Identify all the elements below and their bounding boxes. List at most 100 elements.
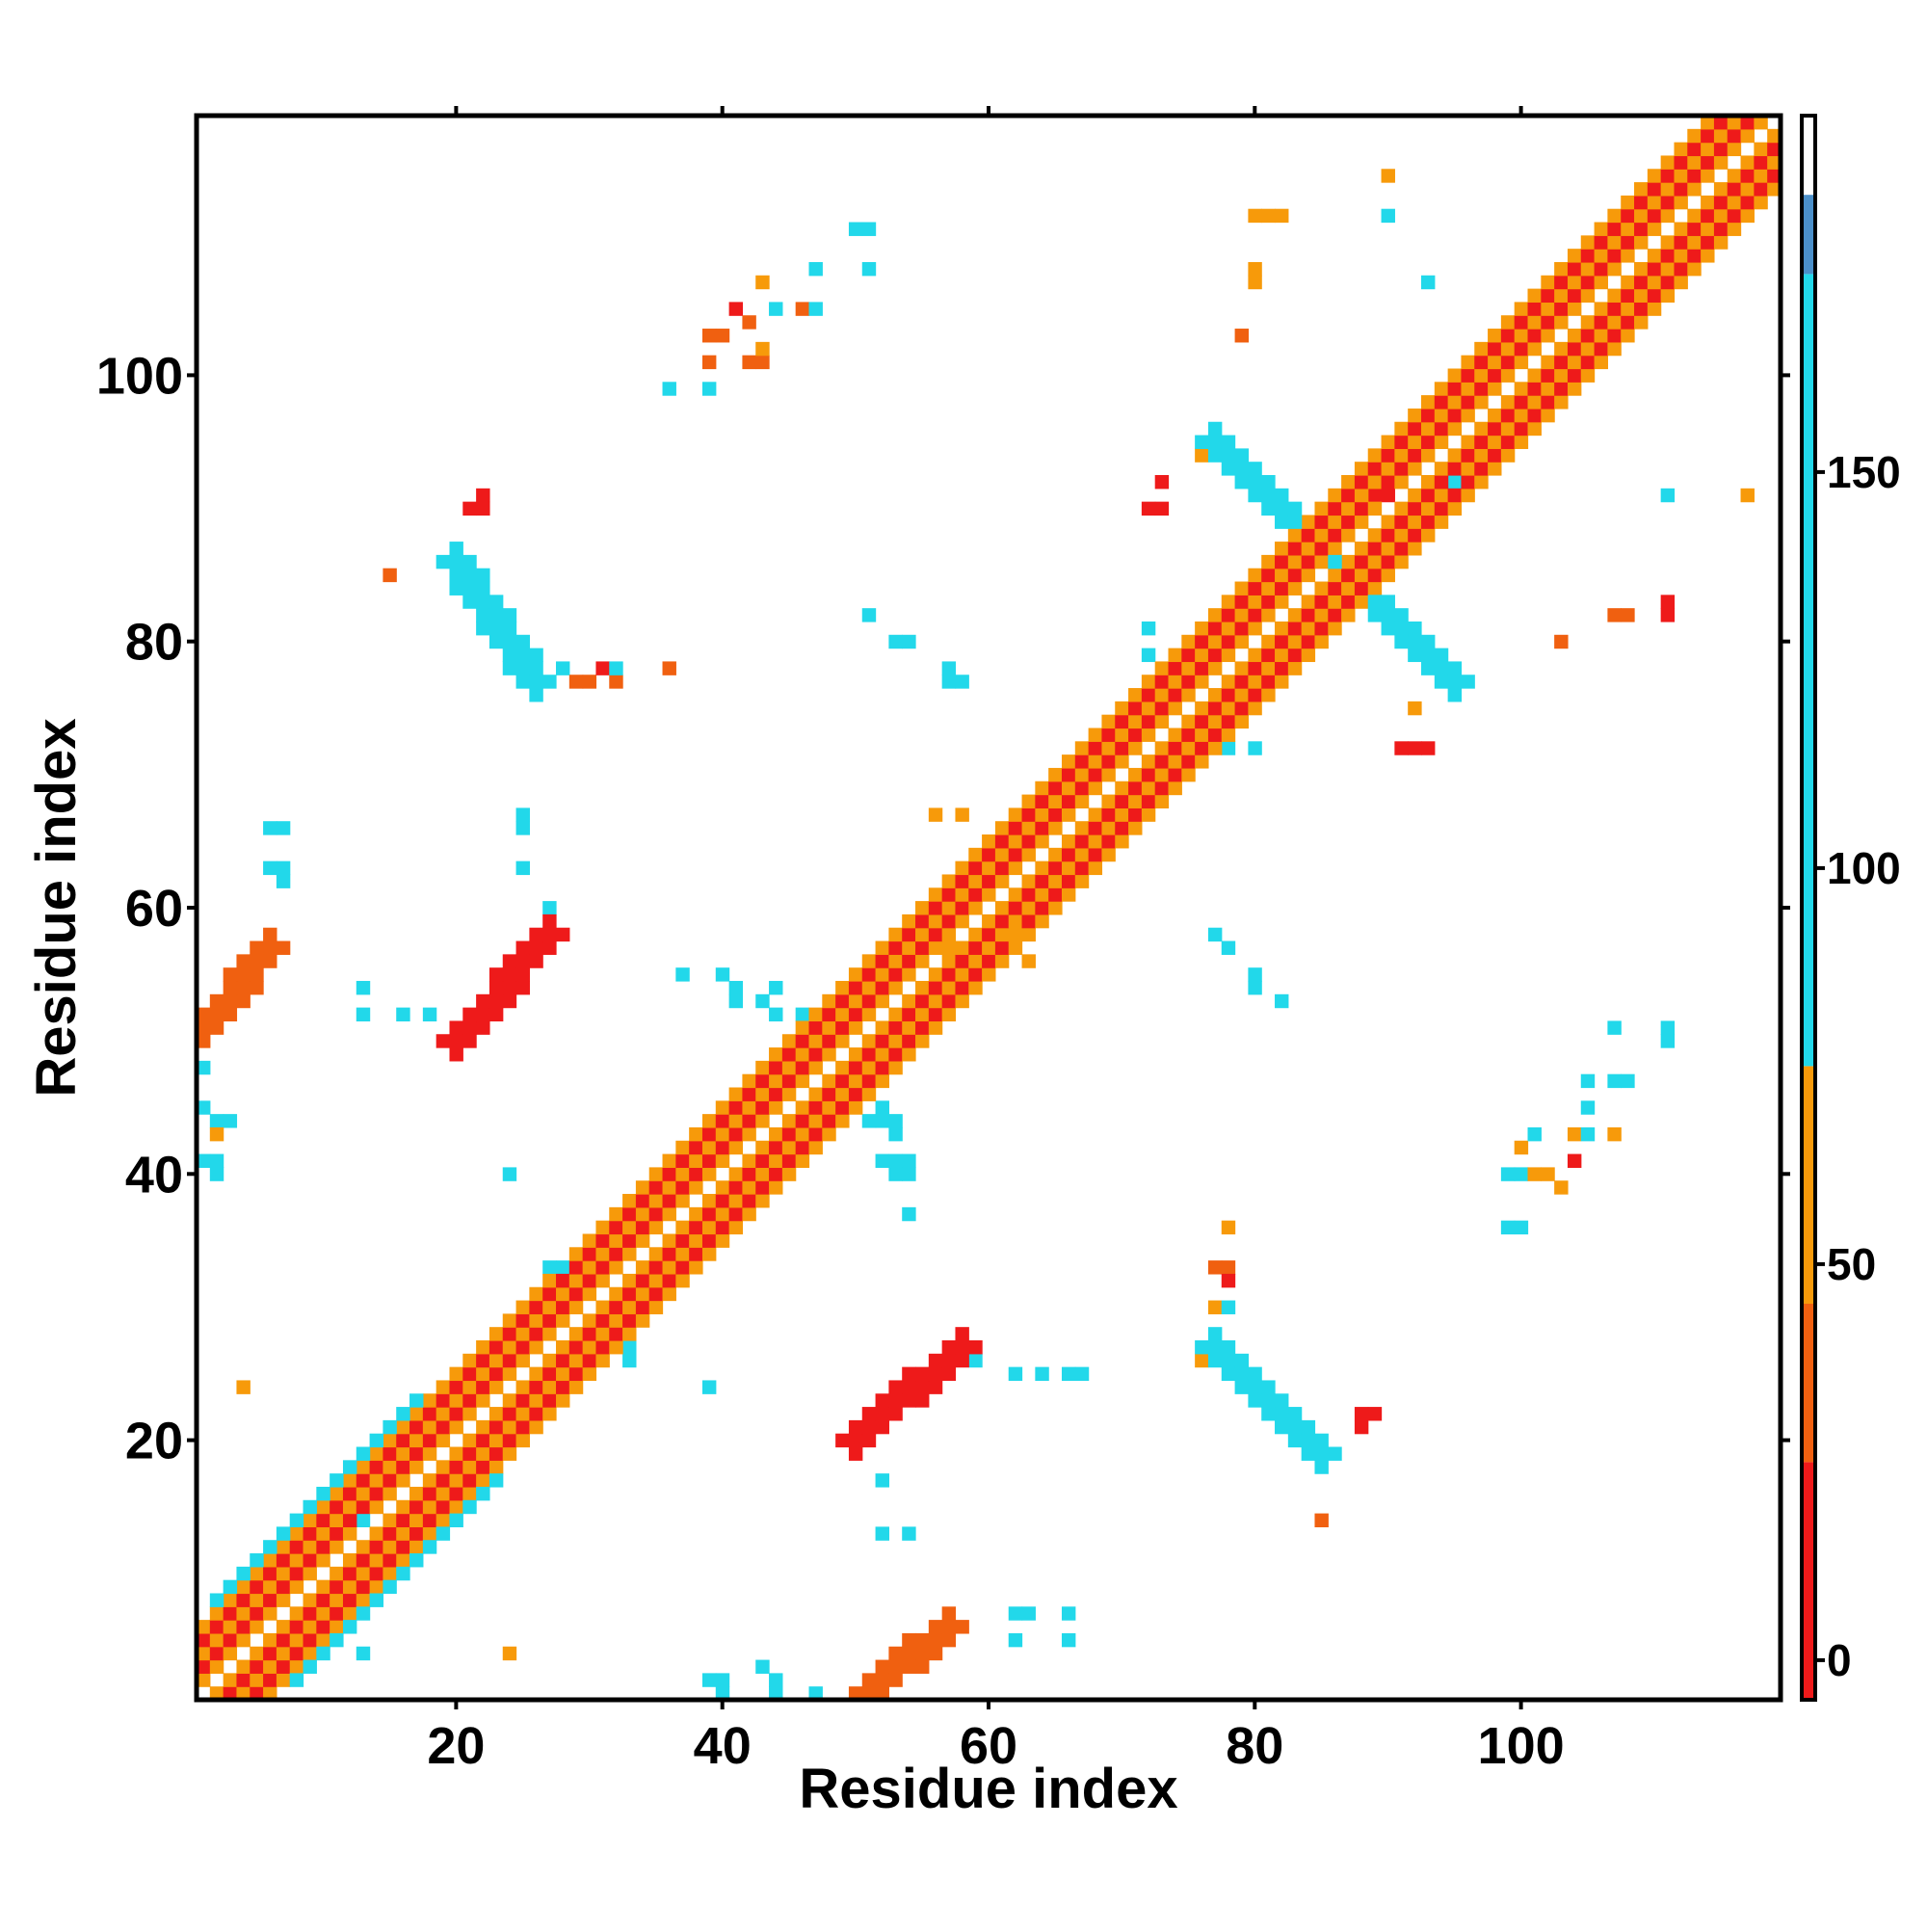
heatmap-cell xyxy=(330,1593,344,1607)
plot-frame xyxy=(194,113,1783,1703)
heatmap-cell xyxy=(1514,408,1529,423)
heatmap-cell xyxy=(1221,595,1236,609)
heatmap-cell xyxy=(1408,408,1422,423)
heatmap-cell xyxy=(1181,767,1196,782)
heatmap-cell xyxy=(595,1233,610,1248)
heatmap-cell xyxy=(223,1114,238,1128)
heatmap-cell xyxy=(928,1353,943,1368)
heatmap-cell xyxy=(795,1034,810,1048)
heatmap-cell xyxy=(902,1047,916,1062)
heatmap-cell xyxy=(1115,807,1129,822)
heatmap-cell xyxy=(529,1327,543,1341)
heatmap-cell xyxy=(1420,741,1436,755)
heatmap-cell xyxy=(1607,608,1622,622)
heatmap-cell xyxy=(1394,462,1409,476)
heatmap-cell xyxy=(1221,1300,1236,1314)
heatmap-cell xyxy=(1061,767,1076,782)
heatmap-cell xyxy=(1367,448,1383,463)
heatmap-cell xyxy=(941,874,957,888)
heatmap-cell xyxy=(303,1632,317,1648)
heatmap-cell xyxy=(1713,222,1729,236)
heatmap-cell xyxy=(1261,648,1276,663)
heatmap-cell xyxy=(728,1100,744,1115)
heatmap-cell xyxy=(1434,395,1449,410)
heatmap-cell xyxy=(1567,288,1582,304)
heatmap-cell xyxy=(316,1632,330,1648)
heatmap-cell xyxy=(808,1034,823,1048)
heatmap-cell xyxy=(330,1486,344,1501)
heatmap-cell xyxy=(662,1273,676,1288)
heatmap-cell xyxy=(1740,169,1755,183)
heatmap-cell xyxy=(1234,462,1249,476)
heatmap-cell xyxy=(1181,648,1196,663)
heatmap-cell xyxy=(1727,116,1742,130)
colorbar-segment xyxy=(1802,1462,1815,1700)
heatmap-cell xyxy=(875,1673,889,1687)
heatmap-cell xyxy=(1474,475,1489,490)
heatmap-cell xyxy=(1234,701,1249,716)
heatmap-cell xyxy=(888,967,903,982)
heatmap-cell xyxy=(1541,315,1555,330)
heatmap-cell xyxy=(1527,315,1542,330)
heatmap-cell xyxy=(1248,608,1262,622)
heatmap-cell xyxy=(542,1380,557,1394)
heatmap-cell xyxy=(1541,1167,1555,1181)
heatmap-cell xyxy=(263,1593,277,1607)
x-tick-label: 40 xyxy=(694,1717,752,1775)
heatmap-cell xyxy=(769,1167,783,1181)
heatmap-cell xyxy=(1021,1606,1036,1621)
heatmap-cell xyxy=(436,1407,451,1421)
heatmap-cell xyxy=(609,1247,623,1261)
heatmap-cell xyxy=(476,1339,490,1355)
heatmap-cell xyxy=(1021,927,1036,942)
heatmap-cell xyxy=(928,1646,943,1661)
heatmap-cell xyxy=(1221,608,1236,622)
heatmap-cell xyxy=(1061,781,1076,796)
heatmap-cell xyxy=(1740,488,1755,503)
heatmap-cell xyxy=(303,1659,317,1674)
heatmap-cell xyxy=(861,967,877,982)
heatmap-cell xyxy=(689,1180,703,1195)
heatmap-cell xyxy=(462,1034,477,1048)
heatmap-cell xyxy=(1434,661,1449,675)
heatmap-cell xyxy=(422,1393,437,1408)
heatmap-cell xyxy=(861,1673,877,1687)
heatmap-cell xyxy=(1061,754,1076,769)
heatmap-cell xyxy=(1128,794,1143,808)
heatmap-cell xyxy=(928,913,943,929)
heatmap-cell xyxy=(1074,821,1090,835)
heatmap-cell xyxy=(556,1353,570,1368)
heatmap-cell xyxy=(529,675,543,689)
heatmap-cell xyxy=(1580,288,1596,304)
heatmap-cell xyxy=(1354,581,1369,595)
heatmap-cell xyxy=(250,1579,264,1595)
heatmap-cell xyxy=(383,1553,397,1568)
heatmap-cell xyxy=(396,1513,410,1528)
heatmap-cell xyxy=(1420,501,1436,516)
heatmap-cell xyxy=(769,1686,783,1700)
heatmap-cell xyxy=(1168,767,1182,782)
heatmap-cell xyxy=(1647,275,1662,290)
heatmap-cell xyxy=(1275,595,1289,609)
heatmap-cell xyxy=(928,1366,943,1382)
heatmap-cell xyxy=(955,1620,969,1634)
heatmap-cell xyxy=(1048,821,1063,835)
heatmap-cell xyxy=(568,1353,584,1368)
heatmap-cell xyxy=(769,1126,783,1142)
heatmap-cell xyxy=(648,1180,664,1195)
heatmap-cell xyxy=(1248,688,1262,702)
heatmap-cell xyxy=(715,1233,730,1248)
heatmap-cell xyxy=(795,1153,810,1168)
heatmap-cell xyxy=(635,1233,650,1248)
heatmap-cell xyxy=(223,1673,238,1687)
heatmap-cell xyxy=(1287,1419,1303,1435)
heatmap-cell xyxy=(396,1007,410,1022)
heatmap-cell xyxy=(728,1087,744,1101)
heatmap-cell xyxy=(436,1486,451,1501)
heatmap-cell xyxy=(1287,515,1303,529)
heatmap-cell xyxy=(1181,741,1196,755)
heatmap-cell xyxy=(928,980,943,995)
heatmap-cell xyxy=(1634,208,1649,224)
heatmap-cell xyxy=(742,355,756,370)
heatmap-cell xyxy=(542,1407,557,1421)
